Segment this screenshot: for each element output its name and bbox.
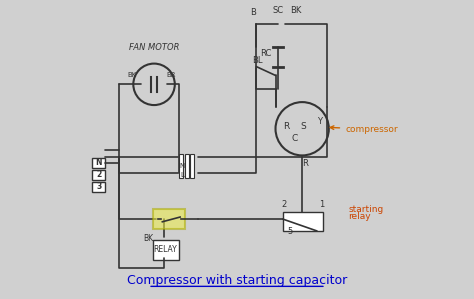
Text: BK: BK bbox=[127, 72, 137, 78]
Text: S: S bbox=[300, 122, 306, 131]
Bar bbox=[190, 154, 194, 178]
Text: Compressor with starting capacitor: Compressor with starting capacitor bbox=[127, 274, 347, 287]
Text: BK: BK bbox=[291, 6, 302, 15]
Bar bbox=[153, 240, 179, 260]
Text: 2: 2 bbox=[96, 170, 101, 179]
Text: BL: BL bbox=[253, 56, 263, 65]
Bar bbox=[92, 158, 105, 168]
Bar bbox=[179, 154, 183, 178]
Bar bbox=[184, 154, 189, 178]
Text: C: C bbox=[291, 134, 297, 143]
Text: 2: 2 bbox=[282, 200, 287, 209]
Text: compressor: compressor bbox=[330, 125, 398, 134]
Text: BR: BR bbox=[166, 72, 176, 78]
Bar bbox=[154, 209, 185, 229]
Text: SC: SC bbox=[273, 6, 283, 15]
Text: BK: BK bbox=[143, 234, 153, 243]
Text: N: N bbox=[180, 163, 185, 169]
Text: B: B bbox=[250, 8, 256, 17]
Text: 5: 5 bbox=[288, 227, 293, 236]
Text: starting: starting bbox=[348, 205, 383, 214]
Text: relay: relay bbox=[348, 212, 371, 221]
Text: RC: RC bbox=[260, 49, 271, 58]
Text: 1: 1 bbox=[319, 200, 324, 209]
Text: N: N bbox=[95, 158, 102, 167]
Text: Y: Y bbox=[317, 117, 322, 126]
Text: R: R bbox=[283, 122, 289, 131]
Text: R: R bbox=[302, 159, 308, 168]
Text: 3: 3 bbox=[96, 182, 101, 191]
Text: L: L bbox=[180, 172, 184, 178]
Bar bbox=[92, 170, 105, 180]
Text: FAN MOTOR: FAN MOTOR bbox=[129, 43, 179, 52]
Bar bbox=[92, 182, 105, 192]
Text: RELAY: RELAY bbox=[154, 245, 177, 254]
Bar bbox=[283, 212, 323, 231]
